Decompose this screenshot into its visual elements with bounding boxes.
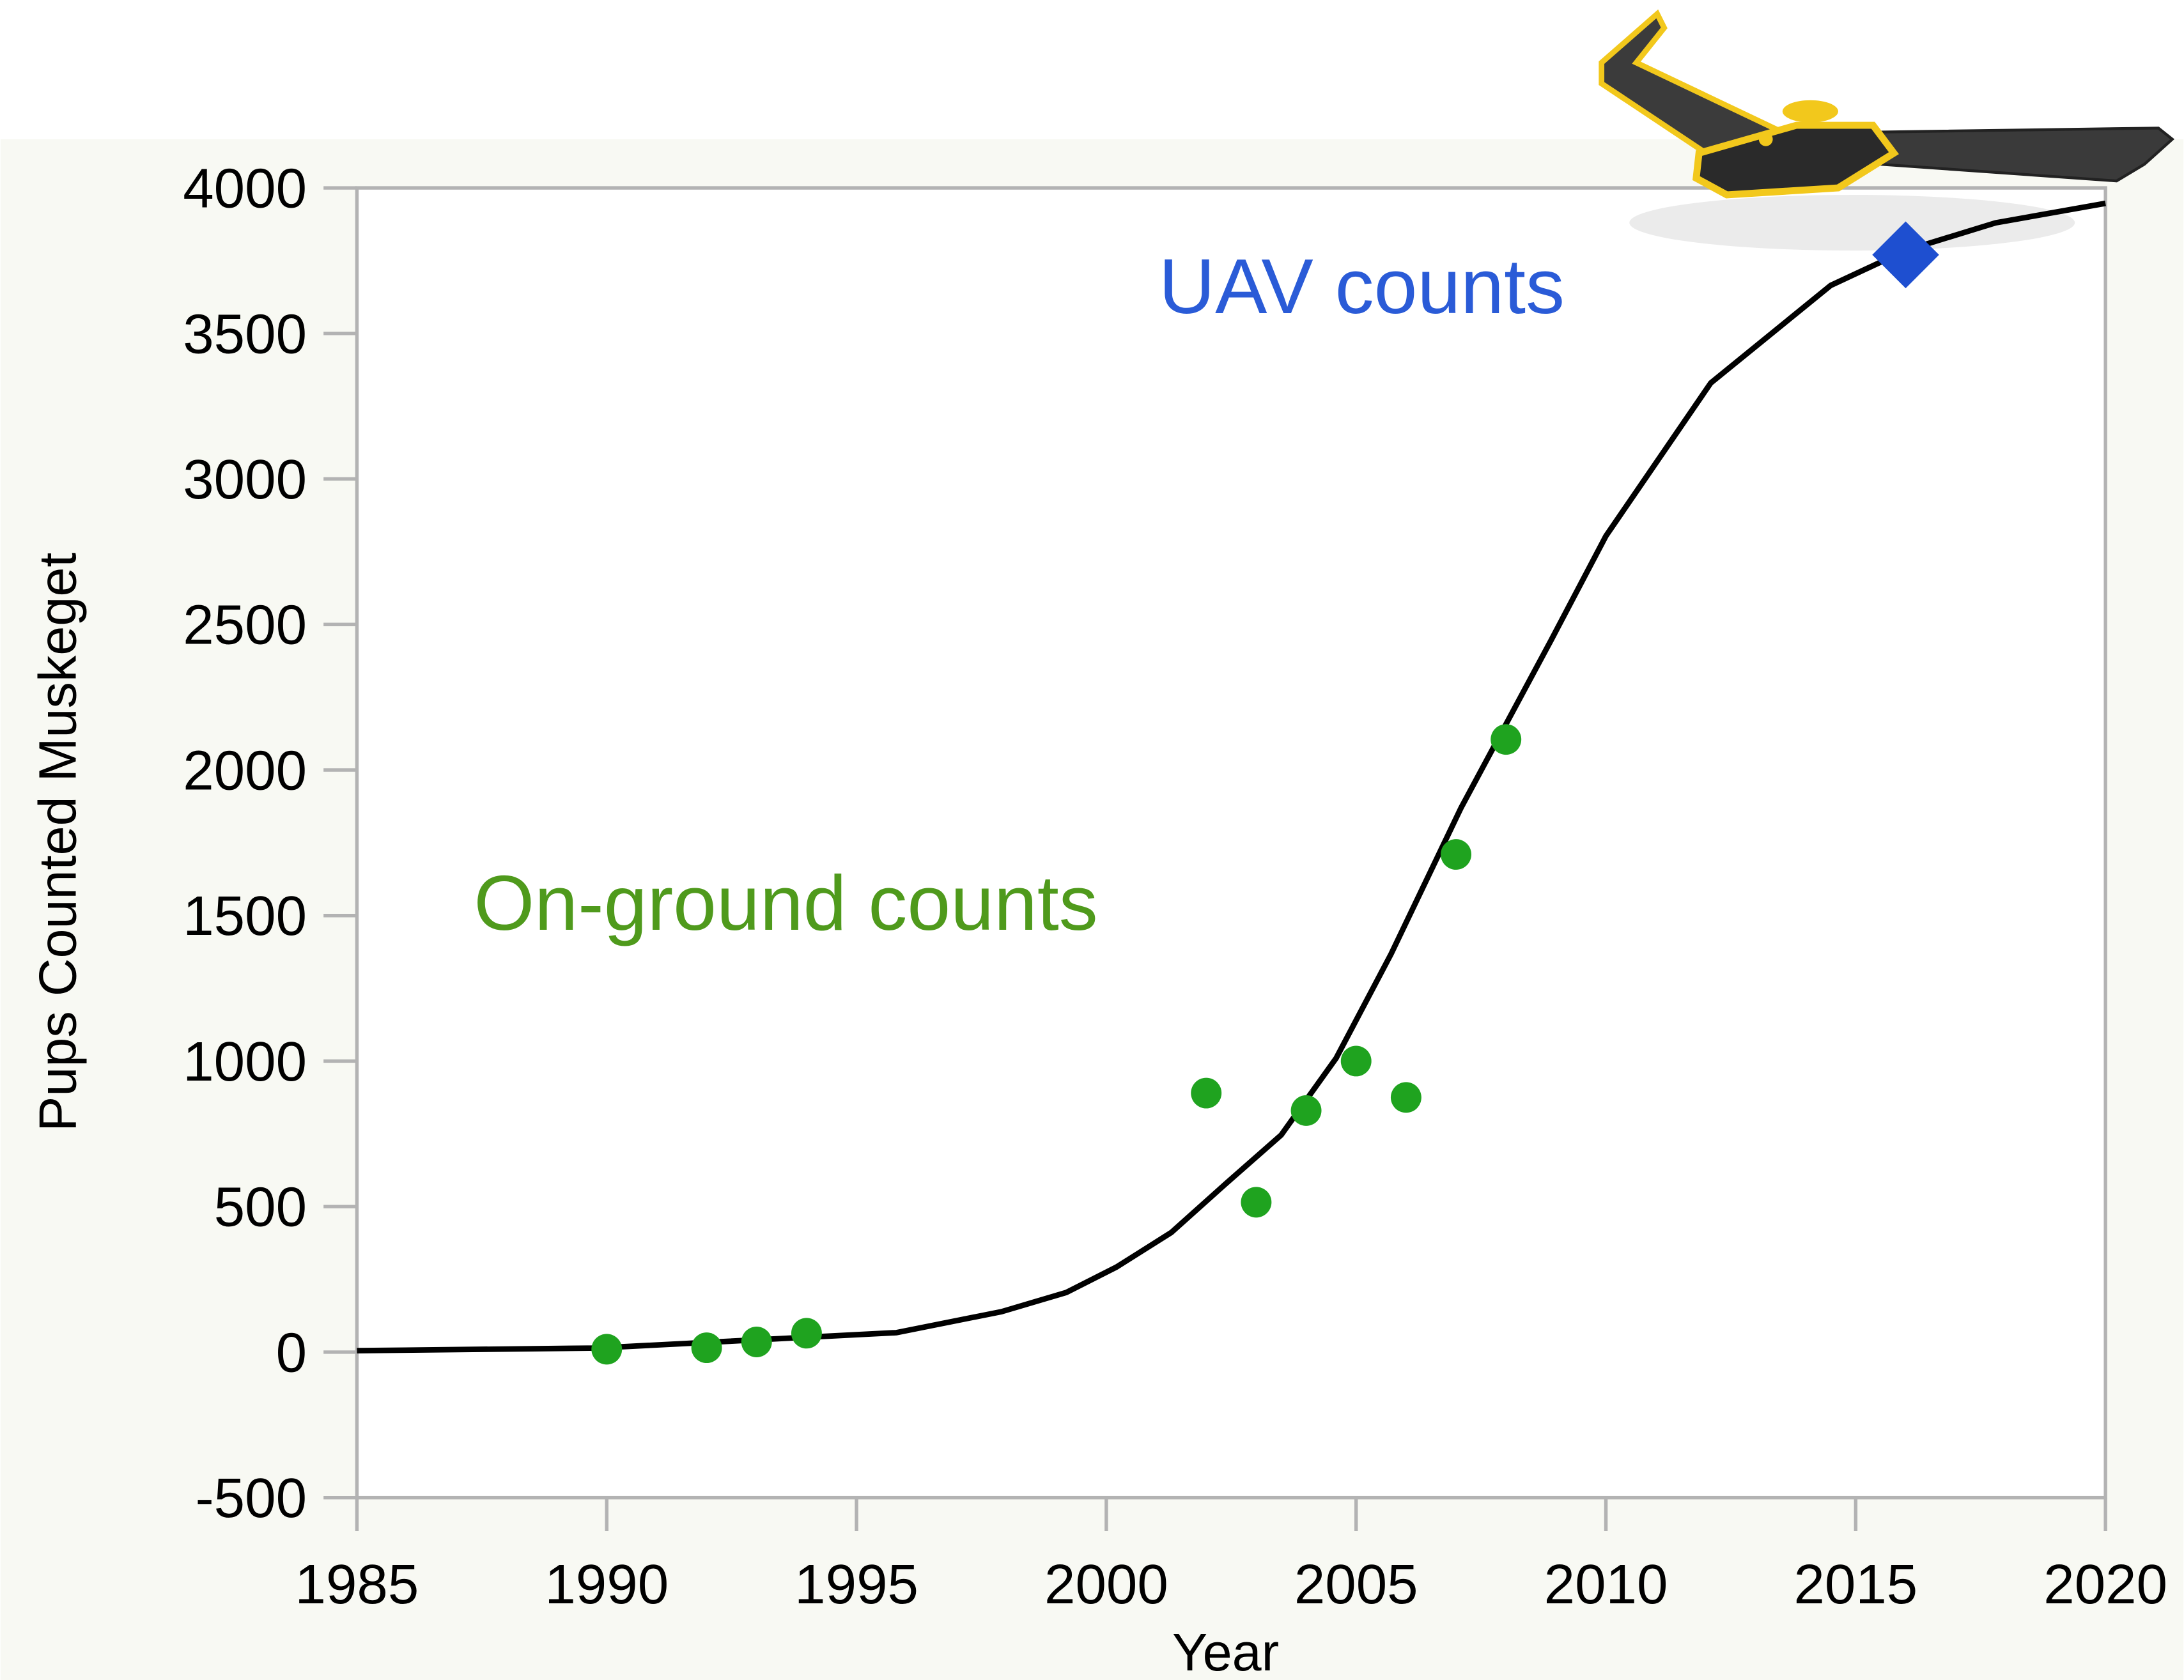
x-tick-label: 1995 (794, 1553, 918, 1615)
y-tick-label: 1000 (183, 1031, 307, 1093)
ground-point (691, 1332, 722, 1364)
y-tick-label: 4000 (183, 158, 307, 220)
x-tick-label: 2015 (1793, 1553, 1917, 1615)
y-tick-label: 2500 (183, 594, 307, 656)
fit-line (357, 200, 2106, 1354)
x-tick-label: 1990 (545, 1553, 669, 1615)
ground-point (741, 1327, 772, 1357)
y-tick-label: 0 (276, 1322, 307, 1383)
uav-point (1872, 221, 1939, 289)
x-tick-label: 2005 (1294, 1553, 1418, 1615)
ground-point (1441, 839, 1472, 870)
x-tick-label: 2010 (1544, 1553, 1668, 1615)
series-annotation: On-ground counts (474, 859, 1097, 946)
ground-point (591, 1334, 623, 1365)
y-tick-label: 3500 (183, 303, 307, 365)
y-tick-label: 3000 (183, 449, 307, 511)
drone-illustration (1599, 9, 2175, 251)
y-tick-label: -500 (196, 1467, 307, 1529)
ground-point (1390, 1082, 1421, 1113)
ground-point (1340, 1045, 1372, 1077)
ground-point (1491, 724, 1522, 755)
y-tick-label: 500 (214, 1176, 307, 1238)
ground-point (1191, 1077, 1222, 1109)
x-tick-label: 2020 (2043, 1553, 2167, 1615)
series-annotation: UAV counts (1159, 243, 1565, 330)
ground-point (791, 1318, 822, 1349)
ground-point (1290, 1095, 1322, 1126)
plot-area (355, 186, 2107, 1500)
y-tick-label: 1500 (183, 885, 307, 947)
x-tick-label: 2000 (1044, 1553, 1168, 1615)
x-tick-label: 1985 (295, 1553, 419, 1615)
ground-point (1241, 1187, 1272, 1218)
y-axis-label: Pups Counted Muskeget (27, 553, 87, 1132)
x-axis-label: Year (1172, 1622, 1279, 1680)
y-tick-label: 2000 (183, 739, 307, 801)
